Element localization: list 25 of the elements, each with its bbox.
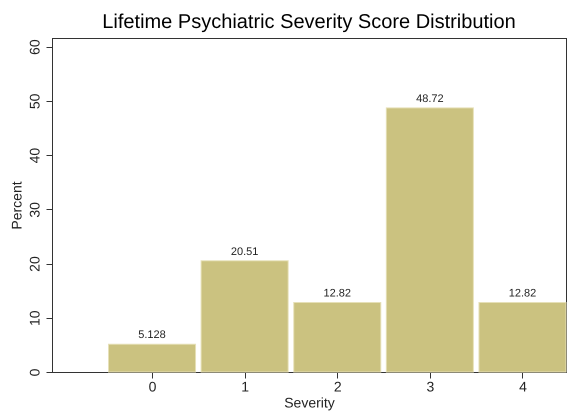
- data-label: 5.128: [138, 329, 166, 342]
- y-tick-label: 20: [26, 256, 42, 272]
- bar: [386, 107, 474, 372]
- bar: [293, 302, 382, 372]
- data-label: 20.51: [230, 246, 258, 258]
- x-tick-label: 0: [148, 378, 157, 394]
- y-tick-label: 40: [26, 148, 42, 164]
- y-tick-label: 0: [26, 368, 42, 376]
- chart-title: Lifetime Psychiatric Severity Score Distribution: [102, 11, 516, 33]
- x-tick-label: 1: [241, 378, 250, 394]
- y-tick-label: 10: [26, 310, 42, 326]
- data-label: 48.72: [416, 92, 444, 105]
- x-tick-label: 4: [519, 378, 528, 394]
- x-axis-title: Severity: [284, 394, 335, 410]
- bar: [478, 302, 566, 372]
- data-label: 12.82: [323, 287, 352, 300]
- y-axis-title: Percent: [8, 181, 24, 230]
- data-label: 12.82: [508, 287, 536, 300]
- bar: [200, 260, 289, 372]
- y-tick-label: 30: [26, 202, 42, 218]
- x-tick-label: 2: [334, 378, 342, 394]
- x-tick-label: 3: [426, 378, 434, 394]
- y-tick-label: 50: [26, 93, 42, 110]
- y-tick-label: 60: [26, 39, 42, 55]
- bar: [108, 344, 196, 372]
